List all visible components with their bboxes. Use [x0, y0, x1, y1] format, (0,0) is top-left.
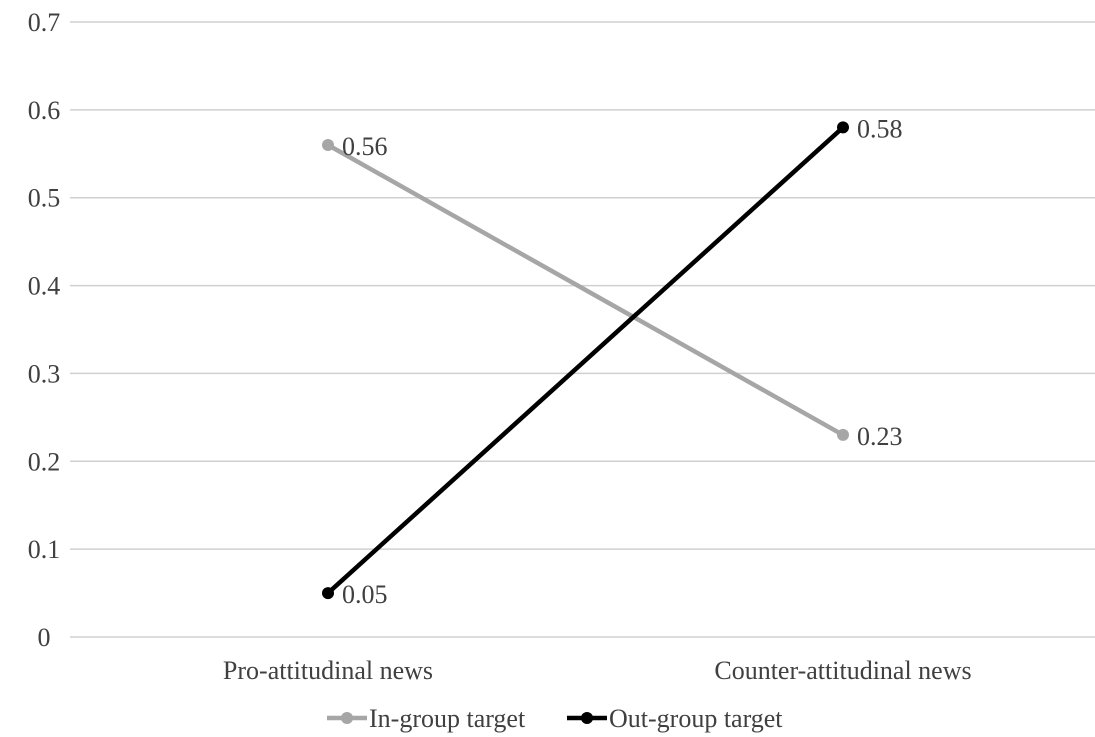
y-tick-label: 0.3 — [28, 359, 61, 388]
data-label: 0.23 — [857, 422, 903, 451]
y-tick-label: 0.4 — [28, 272, 61, 301]
data-point — [322, 139, 334, 151]
y-tick-label: 0.5 — [28, 184, 61, 213]
y-tick-label: 0.1 — [28, 535, 61, 564]
legend-label: Out-group target — [609, 704, 783, 733]
data-point — [322, 587, 334, 600]
x-category-label: Counter-attitudinal news — [714, 656, 971, 685]
x-category-label: Pro-attitudinal news — [223, 656, 433, 685]
legend-marker — [341, 712, 353, 724]
y-tick-label: 0.2 — [28, 447, 61, 476]
data-label: 0.56 — [342, 132, 388, 161]
series-line-0 — [325, 142, 846, 438]
y-tick-label: 0.6 — [28, 96, 61, 125]
data-point — [837, 428, 849, 441]
series-line-1 — [325, 125, 846, 596]
y-tick-label: 0.7 — [28, 8, 61, 37]
data-label: 0.58 — [857, 114, 903, 143]
legend-label: In-group target — [369, 704, 526, 733]
data-point — [837, 121, 849, 134]
y-tick-label: 0 — [38, 623, 51, 652]
data-label: 0.05 — [342, 580, 388, 609]
legend-marker — [581, 712, 593, 724]
